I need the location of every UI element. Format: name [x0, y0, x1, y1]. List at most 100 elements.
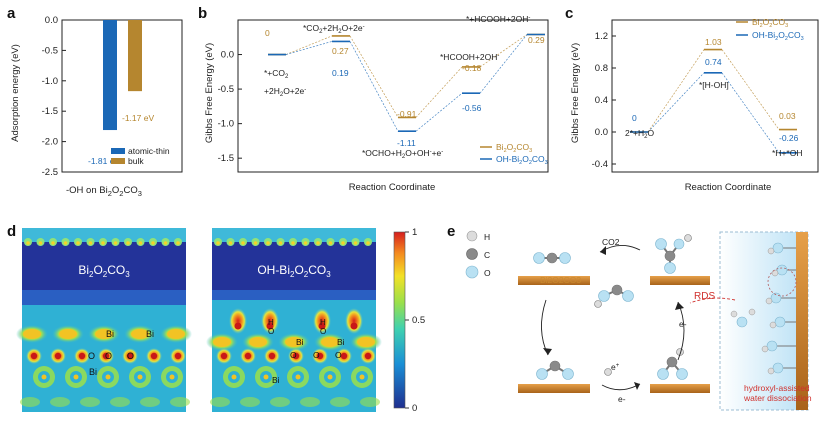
- panel-c-xlabel: Reaction Coordinate: [685, 182, 772, 193]
- fmt-h: [684, 234, 692, 242]
- b-label-2b: -1.11: [397, 138, 416, 148]
- oh-core-1: [266, 322, 274, 330]
- bi-ring-core-4: [359, 374, 365, 380]
- c-label-0: 0: [632, 113, 637, 123]
- bi-core-3: [131, 329, 149, 339]
- acid-c: [611, 284, 623, 296]
- water-h1: [730, 310, 738, 318]
- footnote-line1: hydroxyl-assisted: [744, 383, 810, 393]
- bi-core-4: [167, 329, 185, 339]
- oh-lobe-0: [229, 308, 247, 334]
- panel-letter-a: a: [7, 5, 16, 22]
- o-core-5: [340, 352, 348, 360]
- panel-b-ytick-label-1: -0.5: [218, 84, 234, 95]
- oh-h-0: [767, 247, 775, 255]
- map1-atom-bi-2: Bi: [146, 329, 154, 339]
- oh-h-2: [765, 297, 773, 305]
- substrate-label: Bi2O2CO3: [540, 275, 581, 285]
- c-state-2: *H+*OH: [772, 148, 802, 158]
- panel-b-connector-0-0: [285, 35, 333, 55]
- bi-core-1: [249, 337, 267, 347]
- lobe-core-2: [51, 241, 55, 245]
- bottom-lobe-2: [80, 397, 100, 407]
- o-core-2: [268, 352, 276, 360]
- water-o: [736, 316, 748, 328]
- oh-lobe-2: [313, 308, 331, 334]
- map2-atom-o-2: O: [313, 350, 320, 360]
- panel-b-connector-0-3: [479, 34, 528, 68]
- lobe-core-5: [88, 241, 93, 245]
- panel-b-xlabel: Reaction Coordinate: [349, 182, 436, 193]
- lobe-core-7: [303, 241, 308, 245]
- lobe-core-2: [241, 241, 245, 245]
- panel-b-ytick-label-0: 0.0: [221, 50, 234, 61]
- focus-circle: [767, 267, 797, 297]
- bottom-lobe-1: [50, 397, 70, 407]
- b-label-4: 0.29: [528, 35, 545, 45]
- oh-o-4: [766, 340, 778, 352]
- legend-o-sphere: [465, 265, 479, 279]
- slab-3: [650, 384, 710, 393]
- panel-b-connector-1-1: [349, 41, 399, 132]
- map2-atom-o-top: O: [268, 327, 274, 336]
- lobe-core-11: [353, 241, 358, 245]
- b-state-4: *+HCOOH+2OH-: [466, 14, 530, 24]
- bi-ring-core-1: [263, 374, 269, 380]
- oh-o-3: [774, 316, 786, 328]
- oh-o-0: [772, 242, 784, 254]
- legend-o: O: [484, 268, 491, 278]
- b-label-1b: 0.19: [332, 68, 349, 78]
- rds-arrow: [689, 297, 736, 304]
- lobe-core-12: [176, 241, 180, 245]
- lobe-core-6: [101, 241, 105, 245]
- elf-map-bi2o2co3: Bi2O2CO3 Bi Bi O O O Bi: [16, 228, 192, 412]
- legend-c: C: [484, 250, 490, 260]
- oh-core-2: [318, 322, 326, 330]
- o-core-1: [54, 352, 62, 360]
- bottom-lobe-0: [210, 397, 230, 407]
- acid-o2: [622, 290, 634, 302]
- o-core-0: [220, 352, 228, 360]
- b-legend-b: OH-Bi2O2CO3: [496, 154, 548, 166]
- panel-b-frame: [237, 19, 549, 173]
- bottom-lobe-4: [330, 397, 350, 407]
- colorbar-label-1: 1: [412, 227, 417, 238]
- arrow-bottom: [601, 383, 641, 391]
- fmt-o2: [655, 238, 667, 250]
- bi-ring-core-0: [231, 374, 237, 380]
- bot-o1: [657, 368, 669, 380]
- panel-c-ytick-label-0: 1.2: [595, 31, 608, 42]
- fmt-o1: [664, 262, 676, 274]
- panel-b-axes: 0.0 -0.5 -1.0 -1.5: [218, 19, 549, 173]
- acid-h: [594, 300, 602, 308]
- panel-a-bars: [103, 20, 142, 131]
- bi-ring-core-4: [169, 374, 175, 380]
- bot-c: [666, 356, 678, 368]
- bottom-lobe-5: [360, 397, 380, 407]
- panel-b-lines: [268, 33, 545, 133]
- bi-ring-core-2: [105, 374, 111, 380]
- panel-letter-e: e: [447, 223, 455, 240]
- o-core-1: [244, 352, 252, 360]
- map2-atom-o-3: O: [335, 350, 342, 360]
- lobe-core-9: [328, 241, 333, 245]
- rds-label: RDS: [694, 291, 715, 302]
- legend-swatch-bulk: [111, 158, 125, 164]
- catalyst-slabs: [518, 276, 710, 393]
- panel-a-frame: [61, 19, 183, 173]
- map1-atom-o-3: O: [127, 351, 134, 361]
- panel-c-lines: [630, 48, 797, 154]
- panel-a-ytick-label-3: -1.5: [42, 106, 58, 117]
- bi-ring-core-3: [137, 374, 143, 380]
- lobe-core-5: [278, 241, 283, 245]
- bi-core-1: [59, 329, 77, 339]
- lobe-core-4: [76, 241, 80, 245]
- arrowhead-bottom: [634, 382, 640, 390]
- bottom-lobe-2: [270, 397, 290, 407]
- electron-label-2: e-: [618, 394, 626, 404]
- map2-atom-bi-2: Bi: [337, 337, 345, 347]
- panel-c-connector-1-1: [721, 72, 780, 154]
- water-layer: [719, 231, 809, 411]
- lobe-core-3: [63, 241, 68, 245]
- b-state-0: *+CO2: [264, 68, 289, 80]
